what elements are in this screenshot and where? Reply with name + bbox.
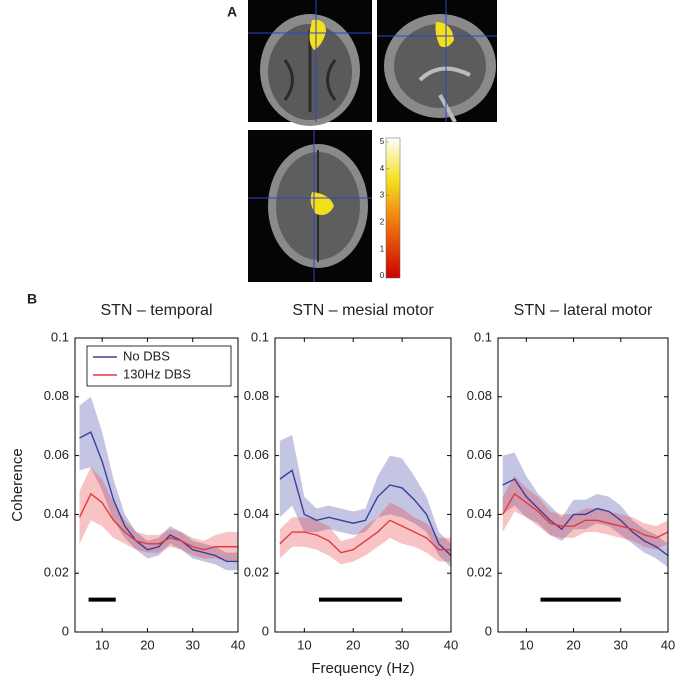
- x-axis-label: Frequency (Hz): [311, 660, 414, 677]
- legend-label: No DBS: [123, 348, 170, 363]
- plot: [497, 337, 669, 633]
- y-tick-label: 0.04: [467, 506, 492, 521]
- y-tick-label: 0: [262, 623, 269, 638]
- panel-label: B: [27, 291, 37, 307]
- y-tick-label: 0.06: [244, 447, 269, 462]
- axes-frame: [74, 337, 239, 633]
- x-tick-label: 10: [297, 637, 311, 652]
- x-tick-label: 40: [661, 637, 675, 652]
- line: [279, 519, 451, 554]
- axes-frame: [274, 337, 452, 633]
- x-tick-label: 40: [444, 637, 458, 652]
- y-tick-label: 0.1: [251, 329, 269, 344]
- x-tick-label: 20: [140, 637, 154, 652]
- colorbar-tick-label: 0: [380, 271, 385, 280]
- x-tick-label: 30: [185, 637, 199, 652]
- colorbar-tick-label: 3: [380, 191, 385, 200]
- colorbar: [385, 137, 401, 279]
- chart-title: STN – mesial motor: [292, 302, 434, 319]
- brain-coronal: [248, 0, 372, 126]
- y-tick-label: 0.06: [467, 447, 492, 462]
- x-tick-label: 30: [395, 637, 409, 652]
- x-tick-label: 30: [614, 637, 628, 652]
- y-tick-label: 0.06: [44, 447, 69, 462]
- y-tick-label: 0.08: [244, 388, 269, 403]
- y-tick-label: 0.02: [244, 565, 269, 580]
- legend-label: 130Hz DBS: [123, 366, 191, 381]
- y-tick-label: 0.1: [51, 329, 69, 344]
- line: [502, 478, 669, 557]
- brain-axial: [248, 130, 372, 282]
- error-band: [279, 435, 451, 568]
- axes-frame: [497, 337, 669, 633]
- x-tick-label: 10: [519, 637, 533, 652]
- y-tick-label: 0.04: [244, 506, 269, 521]
- y-tick-label: 0.02: [467, 565, 492, 580]
- legend-box: [86, 345, 232, 387]
- y-tick-label: 0.1: [474, 329, 492, 344]
- colorbar-tick-label: 1: [380, 244, 385, 253]
- error-band: [502, 476, 668, 550]
- line: [79, 431, 238, 563]
- x-tick-label: 40: [231, 637, 245, 652]
- y-tick-label: 0.02: [44, 565, 69, 580]
- line: [502, 492, 669, 539]
- y-tick-label: 0: [62, 623, 69, 638]
- y-tick-label: 0.08: [467, 388, 492, 403]
- plot: [274, 337, 452, 633]
- brain-sagittal: [377, 0, 497, 123]
- line: [279, 469, 452, 557]
- panel-label: A: [227, 4, 237, 20]
- plot: [74, 337, 239, 633]
- colorbar-tick-label: 2: [380, 218, 385, 227]
- error-band: [502, 452, 668, 568]
- x-tick-label: 20: [566, 637, 580, 652]
- chart-title: STN – lateral motor: [514, 302, 653, 319]
- y-tick-label: 0.08: [44, 388, 69, 403]
- chart-title: STN – temporal: [100, 302, 212, 319]
- error-band: [79, 467, 239, 562]
- y-tick-label: 0.04: [44, 506, 69, 521]
- error-band: [279, 502, 451, 565]
- x-tick-label: 10: [95, 637, 109, 652]
- y-tick-label: 0: [485, 623, 492, 638]
- x-tick-label: 20: [346, 637, 360, 652]
- colorbar-tick-label: 5: [380, 137, 385, 146]
- line: [78, 492, 238, 551]
- colorbar-tick-label: 4: [380, 164, 385, 173]
- y-axis-label: Coherence: [9, 448, 26, 521]
